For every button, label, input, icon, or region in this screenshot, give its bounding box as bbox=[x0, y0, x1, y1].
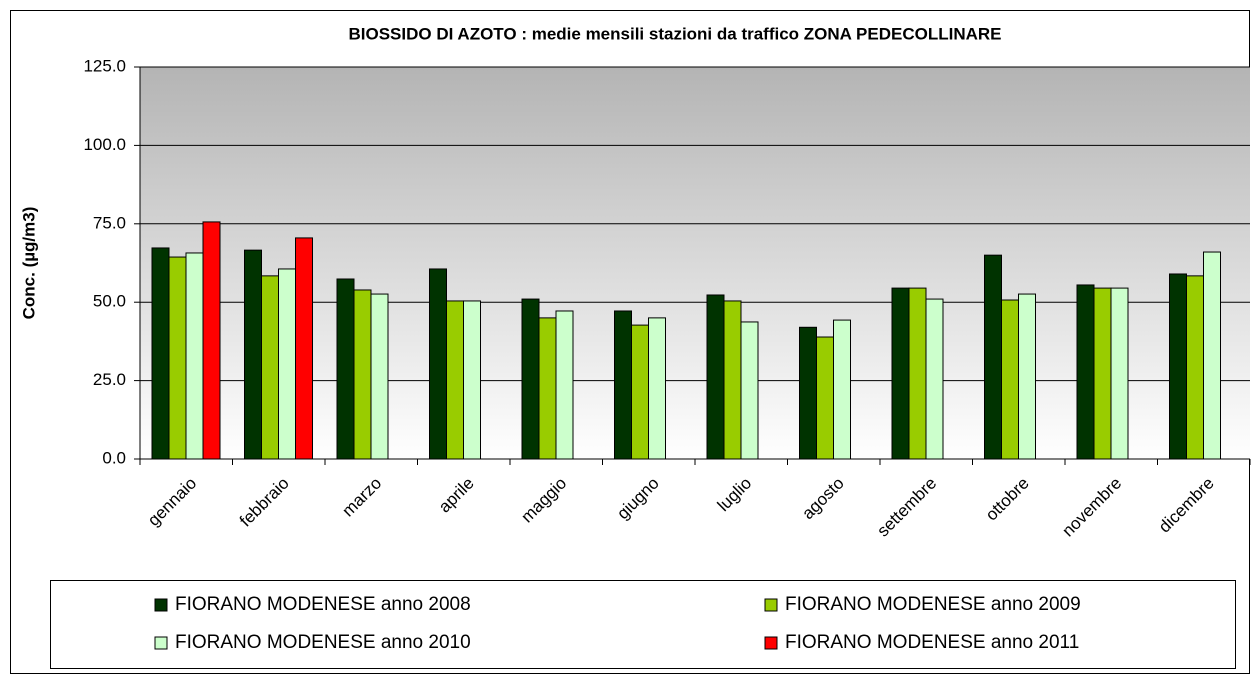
bar bbox=[984, 254, 1002, 460]
legend-label: FIORANO MODENESE anno 2008 bbox=[175, 594, 471, 615]
bar bbox=[833, 319, 851, 460]
bar bbox=[799, 326, 817, 460]
y-tick-label: 75.0 bbox=[93, 213, 126, 232]
legend-swatch bbox=[764, 636, 778, 650]
bar bbox=[261, 275, 279, 460]
bar bbox=[891, 287, 910, 460]
bar bbox=[538, 317, 557, 460]
bar bbox=[555, 310, 574, 460]
y-tick-label: 0.0 bbox=[102, 448, 126, 467]
legend-swatch bbox=[764, 598, 778, 612]
bar bbox=[706, 294, 725, 460]
bar bbox=[648, 317, 666, 460]
bar bbox=[723, 300, 742, 460]
bar bbox=[446, 300, 464, 460]
bar bbox=[816, 336, 834, 460]
bar bbox=[908, 287, 927, 460]
y-tick-label: 125.0 bbox=[83, 56, 126, 75]
chart-title: BIOSSIDO DI AZOTO : medie mensili stazio… bbox=[348, 24, 1001, 43]
bar bbox=[1018, 293, 1036, 460]
y-tick-label: 50.0 bbox=[93, 292, 126, 311]
bar bbox=[151, 247, 170, 460]
bar bbox=[1203, 251, 1221, 460]
bar bbox=[353, 289, 372, 460]
legend-label: FIORANO MODENESE anno 2009 bbox=[785, 594, 1081, 615]
legend-label: FIORANO MODENESE anno 2011 bbox=[785, 632, 1079, 653]
bar bbox=[740, 321, 759, 460]
bar bbox=[1076, 284, 1095, 460]
y-axis-label: Conc. (µg/m3) bbox=[19, 207, 38, 320]
bar bbox=[336, 278, 355, 460]
legend-swatch bbox=[154, 598, 168, 612]
bar bbox=[429, 268, 447, 460]
legend-label: FIORANO MODENESE anno 2010 bbox=[175, 632, 471, 653]
bar bbox=[1186, 275, 1204, 460]
bar bbox=[168, 256, 187, 460]
bar bbox=[185, 252, 204, 460]
bar bbox=[278, 268, 296, 460]
bar bbox=[1110, 287, 1129, 460]
bar bbox=[295, 237, 313, 460]
bar bbox=[370, 293, 389, 460]
bar bbox=[463, 300, 481, 460]
plot-area bbox=[140, 67, 1250, 459]
bar bbox=[925, 298, 944, 460]
y-tick-label: 100.0 bbox=[83, 135, 126, 154]
bar bbox=[202, 221, 221, 460]
bar bbox=[521, 298, 540, 460]
bar bbox=[1001, 299, 1019, 460]
legend bbox=[50, 580, 1236, 669]
bar bbox=[614, 310, 632, 460]
y-tick-label: 25.0 bbox=[93, 370, 126, 389]
bar bbox=[631, 324, 649, 460]
bar bbox=[1169, 273, 1187, 460]
bar bbox=[244, 249, 262, 460]
bar bbox=[1093, 287, 1112, 460]
legend-swatch bbox=[154, 636, 168, 650]
